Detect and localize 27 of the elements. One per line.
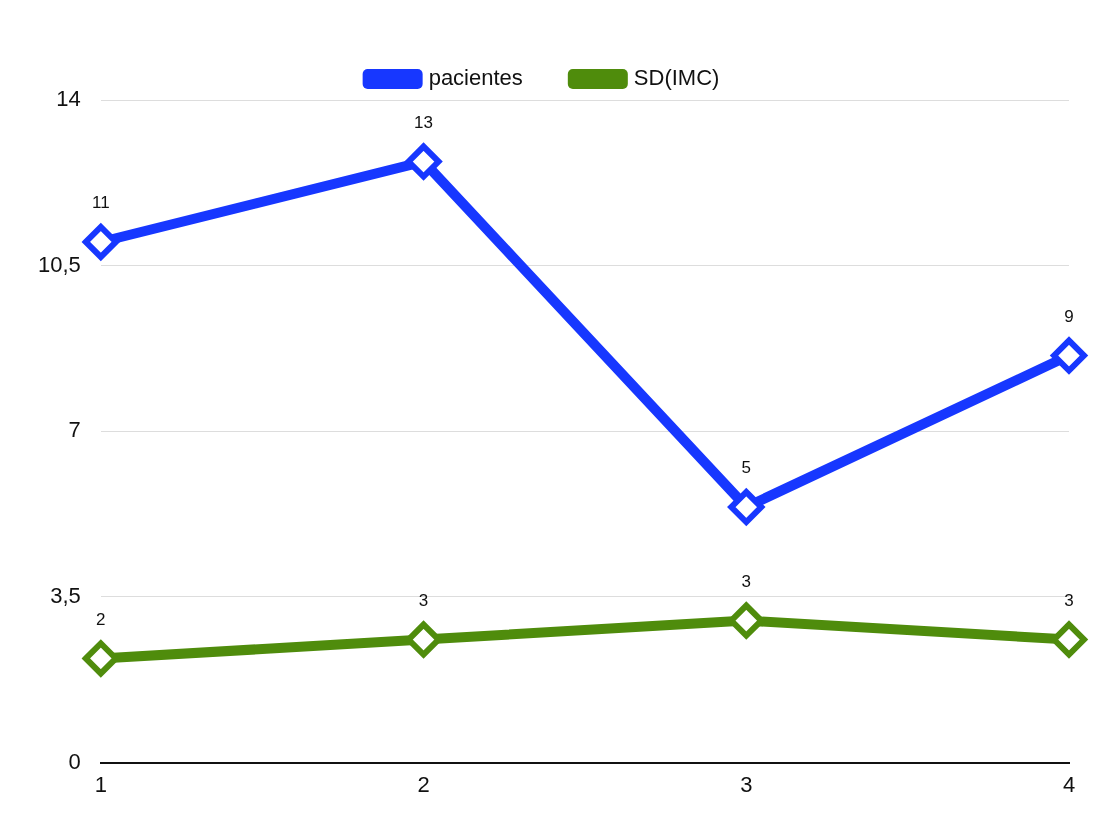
y-tick-label: 0: [68, 748, 81, 774]
data-label: 3: [418, 590, 429, 610]
y-tick-label: 7: [68, 417, 81, 443]
data-label: 5: [741, 458, 752, 478]
y-tick-label: 10,5: [37, 251, 81, 277]
y-tick-label: 14: [56, 86, 81, 112]
data-label: 3: [1064, 590, 1074, 610]
x-tick-label: 3: [740, 771, 753, 797]
legend-label: pacientes: [428, 65, 523, 91]
data-label: 3: [741, 571, 752, 591]
data-label: 13: [414, 112, 434, 132]
point: [82, 640, 119, 677]
x-tick-label: 1: [94, 771, 107, 797]
point: [405, 143, 442, 180]
point: [405, 621, 442, 658]
point: [728, 602, 765, 639]
data-label: 9: [1064, 306, 1074, 326]
data-label: 11: [91, 193, 110, 213]
data-label: 2: [96, 609, 106, 629]
point: [728, 489, 765, 526]
x-tick-label: 2: [417, 771, 430, 797]
x-tick-label: 4: [1062, 771, 1076, 797]
point: [82, 223, 119, 260]
point: [1051, 621, 1087, 658]
point: [1051, 337, 1087, 374]
legend-label: SD(IMC): [633, 65, 720, 91]
y-tick-label: 3,5: [50, 583, 81, 609]
